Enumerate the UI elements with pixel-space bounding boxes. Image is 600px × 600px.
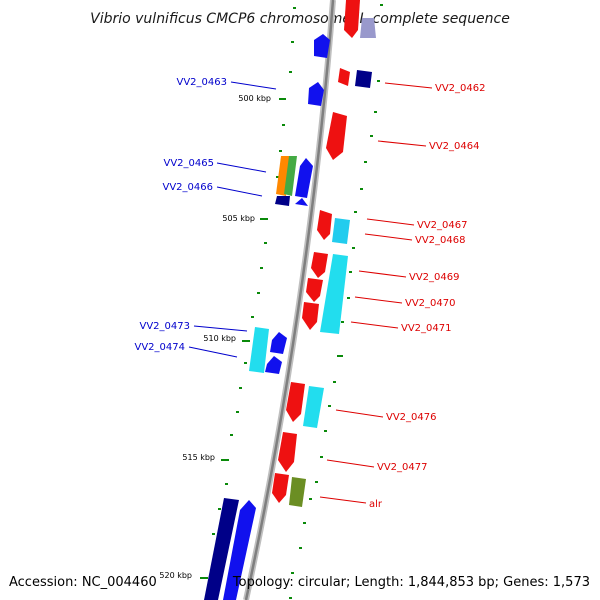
gene-arrow-navy [355, 70, 372, 88]
tick-marks [200, 4, 383, 599]
gene-arrow-reverse [308, 82, 324, 106]
gene-label: VV2_0469 [409, 272, 460, 283]
gene-label: VV2_0464 [429, 141, 480, 152]
reverse-genes [204, 34, 330, 600]
gene-arrow-green [284, 156, 297, 196]
label-leaders [188, 81, 433, 504]
gene-arrow-reverse [265, 356, 282, 374]
gene-label: VV2_0474 [135, 342, 186, 353]
gene-label: VV2_0468 [415, 235, 466, 246]
gene-arrow-reverse [223, 500, 256, 600]
gene-arrow-navy [275, 196, 290, 206]
gene-arrow-forward [302, 302, 319, 330]
gene-label: VV2_0470 [405, 298, 456, 309]
topology-text: Topology: circular; Length: 1,844,853 bp… [232, 575, 590, 590]
scale-label: 500 kbp [238, 94, 271, 103]
gene-arrow-cyan [332, 218, 350, 244]
gene-arrow-forward [338, 68, 350, 86]
gene-arrow-forward [286, 382, 305, 422]
map-title: Vibrio vulnificus CMCP6 chromosome II, c… [90, 11, 510, 27]
scale-label: 505 kbp [222, 214, 255, 223]
gene-arrow-navy [204, 498, 239, 600]
gene-arrow-reverse [270, 332, 287, 354]
gene-arrow-forward [272, 473, 289, 503]
gene-arrow-reverse [314, 34, 330, 58]
gene-label: VV2_0476 [386, 412, 437, 423]
chromosome-backbone-core [244, 0, 335, 600]
gene-arrow-forward [278, 432, 297, 472]
gene-label: VV2_0463 [177, 77, 228, 88]
gene-arrow-forward [344, 0, 360, 38]
scale-label: 510 kbp [203, 334, 236, 343]
gene-arrow-lavender [360, 18, 376, 38]
gene-arrow-cyan [320, 254, 348, 334]
gene-label: VV2_0477 [377, 462, 428, 473]
gene-label: VV2_0466 [163, 182, 214, 193]
gene-arrow-forward [326, 112, 347, 160]
gene-label: VV2_0465 [164, 158, 215, 169]
forward-genes [272, 0, 376, 507]
gene-arrow-reverse [295, 158, 313, 198]
accession-text: Accession: NC_004460 [9, 575, 157, 590]
gene-label: alr [369, 499, 383, 510]
gene-arrow-forward [311, 252, 328, 278]
gene-arrow-cyan [303, 386, 324, 428]
gene-label: VV2_0471 [401, 323, 452, 334]
gene-arrow-olive [289, 477, 306, 507]
gene-label: VV2_0473 [140, 321, 191, 332]
gene-arrow-reverse [295, 198, 308, 206]
scale-label: 515 kbp [182, 453, 215, 462]
gene-arrow-cyan [249, 327, 269, 373]
gene-label: VV2_0467 [417, 220, 468, 231]
scale-label: 520 kbp [159, 571, 192, 580]
gene-label: VV2_0462 [435, 83, 486, 94]
gene-arrow-forward [306, 278, 323, 302]
gene-arrow-forward [317, 210, 332, 240]
